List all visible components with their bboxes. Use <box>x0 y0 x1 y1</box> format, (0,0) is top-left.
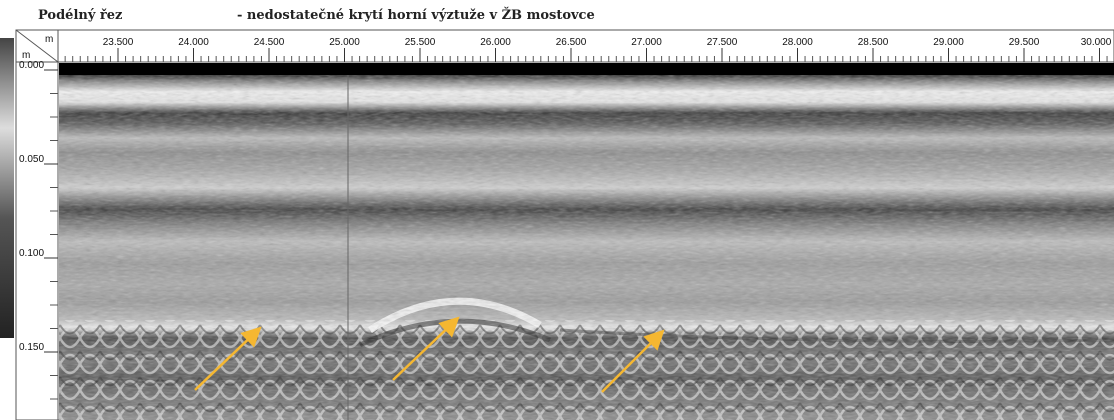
x-tick-label: 27.500 <box>707 37 738 48</box>
x-tick-label: 28.000 <box>782 37 813 48</box>
x-tick-label: 28.500 <box>858 37 889 48</box>
x-tick-label: 26.500 <box>556 37 587 48</box>
subtitle: - nedostatečné krytí horní výztuže v ŽB … <box>237 7 595 23</box>
x-tick-label: 26.000 <box>480 37 511 48</box>
x-tick-label: 25.000 <box>329 37 360 48</box>
y-unit: m <box>22 50 30 61</box>
x-tick-label: 27.000 <box>631 37 662 48</box>
y-tick-label: 0.100 <box>19 248 44 259</box>
x-tick-label: 24.500 <box>254 37 285 48</box>
arrows <box>194 316 665 393</box>
corner-line <box>15 29 59 63</box>
y-tick-label: 0.150 <box>19 342 44 353</box>
x-tick-label: 29.500 <box>1009 37 1040 48</box>
x-tick-label: 23.500 <box>103 37 134 48</box>
x-tick-label: 24.000 <box>178 37 209 48</box>
x-tick-label: 30.000 <box>1081 37 1112 48</box>
side-strip <box>0 38 14 338</box>
x-tick-label: 29.000 <box>933 37 964 48</box>
radargram <box>59 63 1114 420</box>
x-unit: m <box>45 34 53 45</box>
y-tick-label: 0.000 <box>19 60 44 71</box>
x-tick-label: 25.500 <box>405 37 436 48</box>
y-tick-label: 0.050 <box>19 154 44 165</box>
title: Podélný řez <box>38 8 122 23</box>
